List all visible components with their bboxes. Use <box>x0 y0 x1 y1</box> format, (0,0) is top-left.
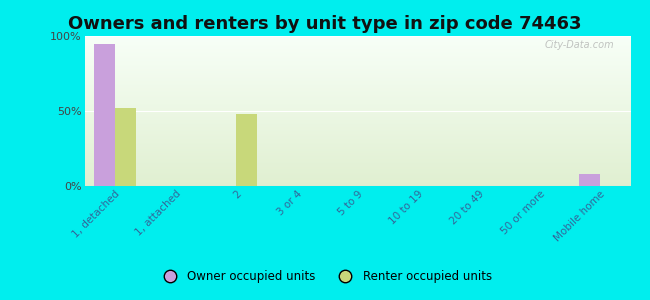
Bar <box>579 174 600 186</box>
Bar <box>115 108 136 186</box>
Legend: Owner occupied units, Renter occupied units: Owner occupied units, Renter occupied un… <box>153 266 497 288</box>
Bar <box>236 114 257 186</box>
Bar <box>94 44 115 186</box>
Text: City-Data.com: City-Data.com <box>545 40 614 50</box>
Text: Owners and renters by unit type in zip code 74463: Owners and renters by unit type in zip c… <box>68 15 582 33</box>
